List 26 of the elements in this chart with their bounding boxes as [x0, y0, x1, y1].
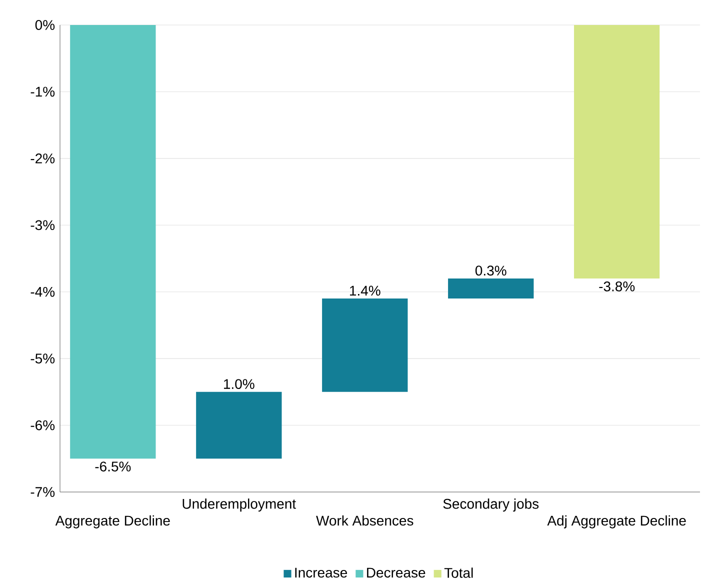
y-tick-label: -7%: [30, 487, 55, 497]
bar: [322, 298, 408, 392]
bar: [70, 25, 156, 459]
legend-label: Total: [444, 568, 473, 578]
y-tick-label: -3%: [30, 220, 55, 230]
bar: [574, 25, 660, 279]
y-tick-label: -5%: [30, 354, 55, 364]
data-label: 0.3%: [475, 266, 506, 276]
y-tick-label: 0%: [35, 20, 55, 30]
x-tick-label: Adj Aggregate Decline: [547, 515, 686, 528]
bar: [196, 392, 282, 459]
bar: [448, 278, 534, 299]
legend-label: Decrease: [367, 568, 426, 578]
data-label: -3.8%: [599, 281, 635, 292]
y-tick-label: -2%: [30, 154, 55, 164]
y-tick-label: -4%: [30, 286, 55, 297]
x-tick-label: Underemployment: [182, 498, 296, 512]
data-label: -6.5%: [95, 462, 131, 472]
x-tick-label: Work Absences: [316, 515, 414, 526]
data-label: 1.0%: [224, 379, 254, 389]
data-label: 1.4%: [350, 286, 380, 296]
x-tick-label: Aggregate Decline: [55, 515, 170, 528]
legend-label: Increase: [295, 568, 348, 578]
y-tick-label: -6%: [30, 420, 55, 430]
y-tick-label: -1%: [30, 86, 55, 97]
x-tick-label: Secondary jobs: [443, 498, 539, 512]
